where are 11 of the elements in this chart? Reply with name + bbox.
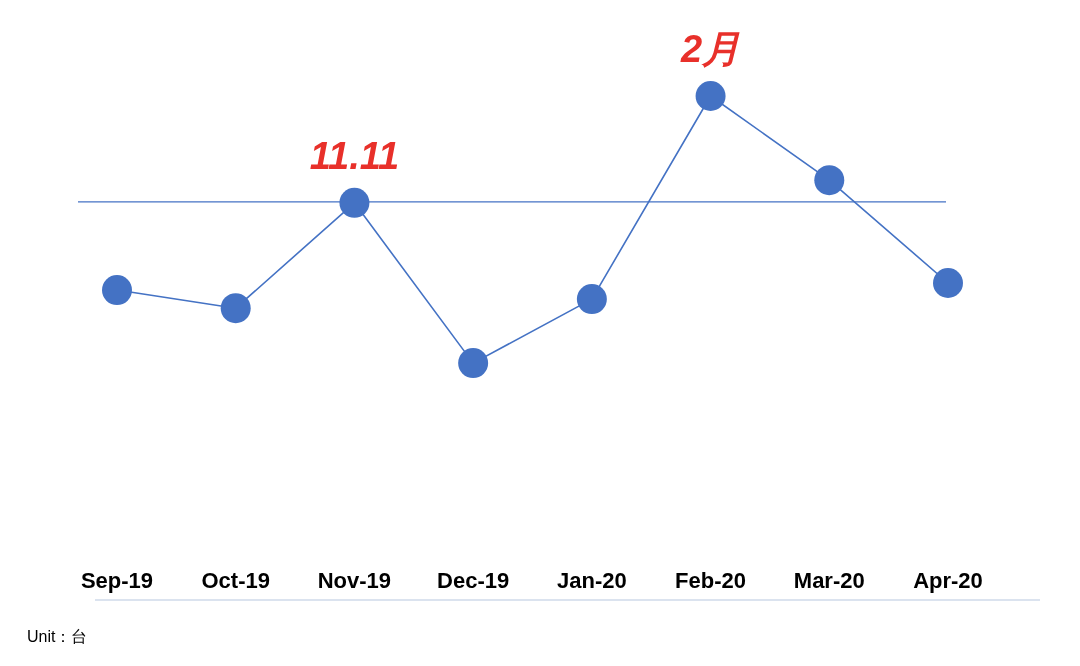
x-tick-label: Dec-19 (437, 568, 510, 593)
annotation: 11.11 (309, 134, 400, 177)
x-tick-label: Oct-19 (201, 568, 270, 593)
x-tick-label: Mar-20 (793, 568, 865, 593)
annotation: Unit：台 (27, 628, 88, 645)
x-tick-label: Sep-19 (80, 568, 154, 593)
x-tick-label: Nov-19 (317, 568, 392, 593)
x-tick-label: Jan-20 (557, 568, 627, 593)
annotation: 2月 (681, 28, 741, 70)
x-tick-label: Apr-20 (913, 568, 983, 593)
x-tick-label: Feb-20 (675, 568, 747, 593)
